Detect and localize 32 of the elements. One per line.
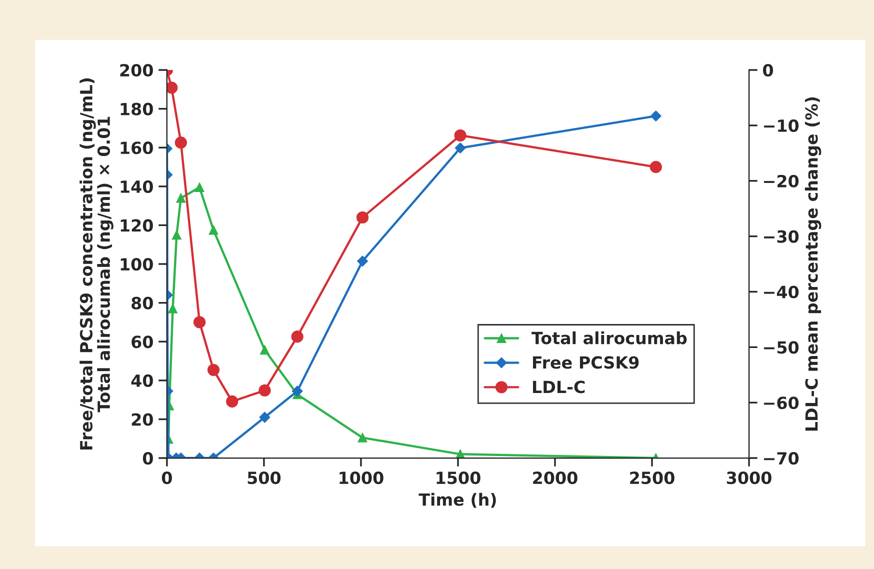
- y2-tick-label: −60: [764, 396, 799, 410]
- y-tick-label: 180: [120, 102, 153, 116]
- y-tick-label: 0: [142, 452, 153, 465]
- x-axis-title: Time (h): [418, 492, 496, 508]
- y2-tick-label: −70: [764, 452, 799, 465]
- y2-axis-title: LDL-C mean percentage change (%): [804, 97, 822, 431]
- x-tick-label: 1000: [340, 472, 384, 484]
- x-tick-label: 500: [248, 472, 281, 484]
- x-tick-label: 2000: [533, 472, 578, 484]
- y2-tick-label: −30: [764, 230, 799, 243]
- y2-tick-label: −10: [764, 119, 799, 132]
- y-tick-label: 60: [132, 336, 153, 348]
- legend-label: Total alirocumab: [532, 331, 687, 344]
- x-tick-label: 1500: [436, 472, 480, 484]
- y-tick-label: 20: [132, 413, 153, 426]
- y-axis-title: Free/total PCSK9 concentration (ng/mL) Total alirocumab (ng/ml) × 0.01: [80, 78, 114, 450]
- y-tick-label: 140: [120, 180, 153, 193]
- y-tick-label: 200: [120, 64, 153, 77]
- legend-label: Free PCSK9: [533, 356, 639, 369]
- y-tick-label: 160: [120, 142, 153, 154]
- y2-tick-label: −50: [764, 341, 799, 354]
- legend-label: LDL-C: [533, 380, 585, 394]
- x-tick-label: 0: [162, 472, 172, 484]
- x-tick-label: 3000: [726, 472, 772, 484]
- y2-tick-label: −20: [764, 174, 799, 188]
- x-tick-label: 2500: [630, 472, 674, 484]
- y2-tick-label: −40: [764, 286, 799, 298]
- y-tick-label: 120: [120, 219, 153, 232]
- y-tick-label: 40: [131, 374, 153, 387]
- y2-tick-label: 0: [763, 64, 774, 77]
- y-tick-label: 100: [120, 258, 153, 271]
- y-tick-label: 80: [132, 296, 153, 310]
